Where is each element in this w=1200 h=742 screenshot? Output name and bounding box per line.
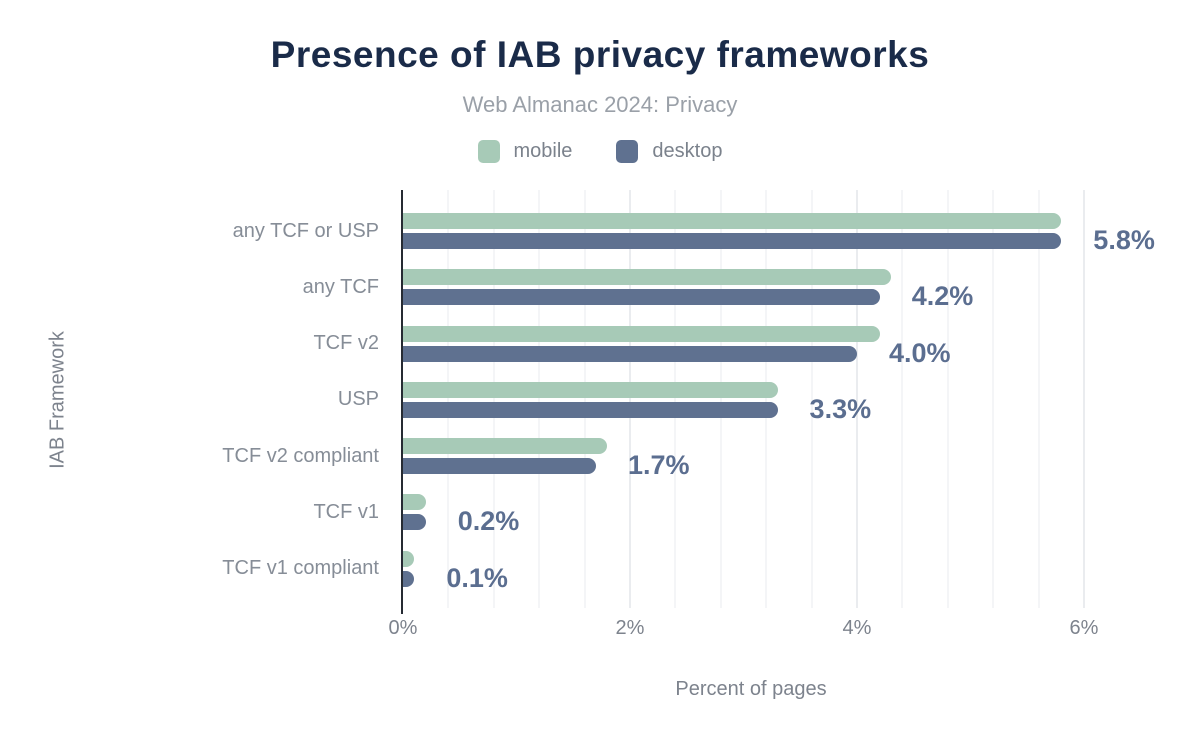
gridline-minor [946,190,949,608]
category-label: any TCF [302,275,379,298]
chart-title: Presence of IAB privacy frameworks [270,34,930,75]
gridline-minor [447,190,450,608]
value-label: 3.3% [809,393,872,424]
x-tick-label: 2% [615,617,645,639]
gridline-minor [901,190,904,608]
category-label: TCF v2 compliant [222,444,379,467]
gridline-minor [492,190,495,608]
bar-mobile [403,381,778,398]
bar-group: 0.2% [403,484,1100,540]
bar-mobile [403,438,608,455]
x-tick-label: 6% [1069,617,1099,639]
gridline-minor [992,190,995,608]
x-tick-label: 0% [388,617,418,639]
y-axis-title: IAB Framework [46,331,69,469]
gridline-minor [1037,190,1040,608]
gridline-major [856,190,858,608]
gridline-major [1083,190,1085,608]
gridline-minor [583,190,586,608]
bar-group: 4.0% [403,316,1100,372]
legend: mobile desktop [0,140,1200,163]
bar-desktop [403,570,415,587]
gridline-minor [538,190,541,608]
bar-desktop [403,345,857,362]
x-axis-ticks: 0% 2% 4% 6% [0,617,1200,643]
bar-rows: 5.8% 4.2% 4.0% 3.3% 1.7% 0.2% 0.1% [403,203,1155,597]
bar-mobile [403,494,426,511]
bar-mobile [403,269,892,286]
gridline-minor [810,190,813,608]
category-label: any TCF or USP [232,219,379,242]
bar-desktop [403,289,880,306]
legend-label-desktop: desktop [652,140,723,162]
x-axis-title: Percent of pages [675,678,827,700]
gridline-minor [765,190,768,608]
bar-mobile [403,213,1062,229]
value-label: 0.2% [457,506,520,537]
value-label: 5.8% [1093,224,1155,255]
y-category-labels: any TCF or USP any TCF TCF v2 USP TCF v2 com… [0,203,391,597]
chart-subtitle: Web Almanac 2024: Privacy [462,92,738,117]
bar-group: 1.7% [403,428,1100,484]
bar-group: 3.3% [403,372,1100,428]
category-label: TCF v1 compliant [222,557,379,580]
gridline-major [629,190,631,608]
y-axis-line [401,190,403,614]
value-label: 4.2% [911,281,974,312]
value-label: 4.0% [889,337,951,368]
value-label: 0.1% [446,562,508,593]
bar-desktop [403,233,1062,249]
legend-swatch-mobile [477,140,500,163]
legend-item-desktop: desktop [616,140,722,163]
legend-swatch-desktop [616,140,639,163]
bar-mobile [403,550,415,567]
value-label: 1.7% [627,450,690,481]
plot-area: 5.8% 4.2% 4.0% 3.3% 1.7% 0.2% 0.1% [403,190,1155,608]
bar-desktop [403,401,778,418]
gridline-minor [719,190,722,608]
legend-label-mobile: mobile [513,140,573,162]
bar-desktop [403,458,596,475]
bar-group: 4.2% [403,259,1100,315]
category-label: TCF v2 [313,332,379,355]
x-tick-label: 4% [842,617,872,639]
category-label: TCF v1 [313,501,379,524]
legend-item-mobile: mobile [477,140,573,163]
bar-desktop [403,514,426,531]
category-label: USP [337,388,379,411]
bar-group: 5.8% [403,203,1155,259]
bar-mobile [403,325,880,342]
gridline-minor [674,190,677,608]
bar-group: 0.1% [403,541,1100,597]
